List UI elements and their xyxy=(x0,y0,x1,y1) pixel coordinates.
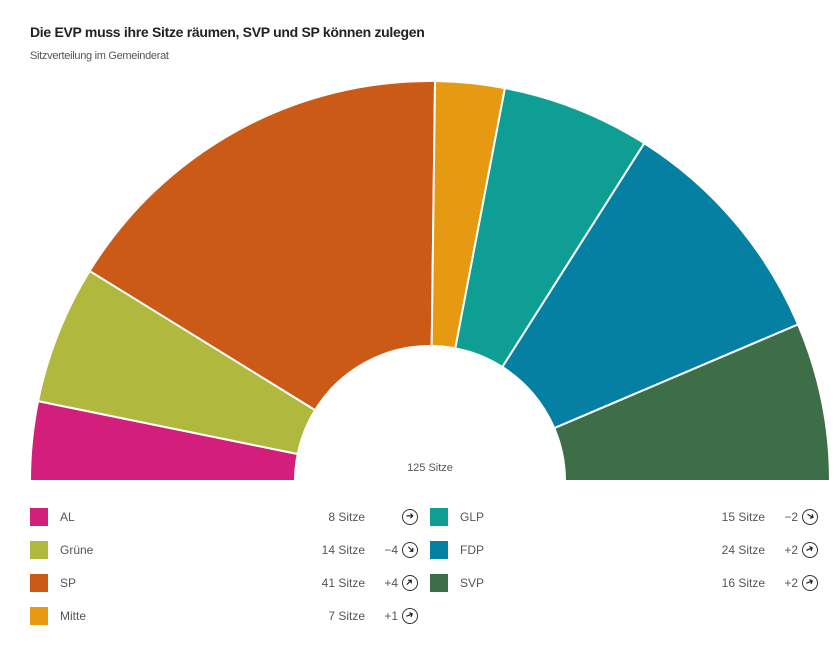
seat-count: 8 Sitze xyxy=(328,509,365,524)
legend-item-mitte: Mitte 7 Sitze +1 ➜ xyxy=(30,599,421,632)
legend-item-fdp: FDP 24 Sitze +2 ➜ xyxy=(430,533,821,566)
legend-item-svp: SVP 16 Sitze +2 ➜ xyxy=(430,566,821,599)
seat-count: 41 Sitze xyxy=(321,575,365,590)
legend-swatch xyxy=(30,540,48,559)
legend-label: Mitte xyxy=(60,608,87,623)
seat-change: +2 xyxy=(784,575,798,590)
legend-item-grüne: Grüne 14 Sitze −4 ➜ xyxy=(30,533,422,566)
seat-change: +1 xyxy=(384,608,398,623)
legend-item-glp: GLP 15 Sitze −2 ➜ xyxy=(430,500,821,533)
legend-swatch xyxy=(430,540,448,559)
legend-right: GLP 15 Sitze −2 ➜ FDP 24 Sitze +2 ➜ SVP 16 Sitze +… xyxy=(430,500,821,599)
legend-label: SVP xyxy=(460,575,485,590)
legend-left: AL 8 Sitze ➜ Grüne 14 Sitze −4 ➜ SP 41 Sitze +4 ➜ M… xyxy=(30,500,422,632)
legend-item-al: AL 8 Sitze ➜ xyxy=(30,500,420,533)
segment-sp xyxy=(88,80,437,412)
seat-count: 16 Sitze xyxy=(721,575,765,590)
seat-count: 7 Sitze xyxy=(328,608,365,623)
seat-count: 14 Sitze xyxy=(321,542,365,557)
seat-count: 15 Sitze xyxy=(721,509,765,524)
legend-label: FDP xyxy=(460,542,484,557)
legend-label: Grüne xyxy=(60,542,94,557)
legend-swatch xyxy=(430,573,448,592)
legend-swatch xyxy=(30,507,48,526)
legend-label: SP xyxy=(60,575,77,590)
seat-change: +2 xyxy=(784,542,798,557)
legend-swatch xyxy=(30,573,48,592)
total-seats-label: 125 Sitze xyxy=(407,462,453,474)
seat-change: −4 xyxy=(384,542,398,557)
legend-item-sp: SP 41 Sitze +4 ➜ xyxy=(30,566,422,599)
legend-label: AL xyxy=(60,509,75,524)
trend-flat-icon: ➜ xyxy=(402,508,418,525)
segment-fdp xyxy=(500,141,800,430)
seat-change: +4 xyxy=(384,575,398,590)
legend-label: GLP xyxy=(460,509,485,524)
chart-title: Die EVP muss ihre Sitze räumen, SVP und … xyxy=(30,24,425,40)
legend-swatch xyxy=(430,507,448,526)
seat-distribution-chart xyxy=(28,80,832,482)
chart-subtitle: Sitzverteilung im Gemeinderat xyxy=(30,50,169,62)
segment-svp xyxy=(552,323,832,482)
seat-count: 24 Sitze xyxy=(721,542,765,557)
legend-swatch xyxy=(30,606,48,625)
seat-change: −2 xyxy=(784,509,798,524)
